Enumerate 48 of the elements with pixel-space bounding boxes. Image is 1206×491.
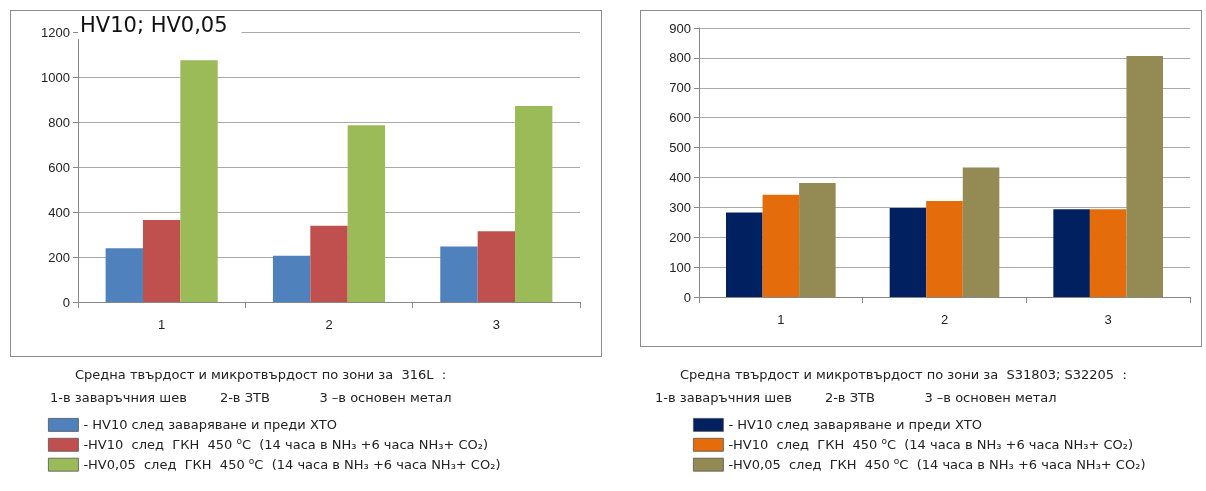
legend-label: - HV10 след заваряване и преди ХТО — [83, 417, 337, 433]
bar — [440, 246, 478, 302]
y-tick-label: 0 — [683, 289, 691, 305]
y-tick-label: 900 — [669, 20, 691, 36]
y-tick-label: 800 — [48, 114, 70, 130]
y-tick-label: 700 — [669, 80, 691, 96]
bar — [272, 255, 311, 302]
y-tick-label: 1000 — [41, 69, 70, 85]
bar — [926, 201, 963, 297]
y-tick-label: 200 — [48, 249, 70, 265]
y-tick-label: 300 — [669, 199, 691, 215]
chart-title: HV10; HV0,05 — [80, 12, 228, 37]
bar — [1089, 209, 1127, 297]
bar — [515, 106, 553, 302]
y-tick-label: 400 — [669, 169, 691, 185]
text: Средна твърдост и микротвърдост по зони за S31803; S32205 : — [680, 367, 1127, 382]
x-tick-label: 3 — [1104, 312, 1112, 327]
text: Средна твърдост и микротвърдост по зони за 316L : — [75, 367, 447, 382]
bar — [1053, 209, 1090, 297]
bar — [726, 212, 763, 297]
y-tick-label: 0 — [62, 294, 70, 310]
bar — [477, 231, 516, 302]
y-tick-label: 400 — [48, 204, 70, 220]
text: 1-в заваръчния шев 2-в ЗТВ 3 –в основен метал — [50, 390, 452, 405]
x-tick-label: 1 — [777, 312, 785, 327]
bar — [1126, 56, 1163, 297]
bar — [142, 219, 181, 302]
bar — [105, 248, 143, 302]
y-tick-label: 100 — [669, 259, 691, 275]
bar — [180, 60, 218, 302]
y-tick-label: 800 — [669, 50, 691, 66]
bar — [799, 183, 836, 297]
x-tick-label: 1 — [158, 317, 166, 332]
y-tick-label: 1200 — [41, 24, 70, 40]
bar — [962, 167, 1000, 297]
y-tick-label: 600 — [48, 159, 70, 175]
x-tick-label: 2 — [325, 317, 333, 332]
text: 1-в заваръчния шев 2-в ЗТВ 3 –в основен метал — [655, 390, 1057, 405]
bar — [347, 125, 386, 302]
x-tick-label: 3 — [492, 317, 500, 332]
bar — [310, 225, 348, 302]
y-tick-label: 200 — [669, 229, 691, 245]
legend-label: - HV10 след заваряване и преди ХТО — [728, 417, 982, 433]
y-tick-label: 600 — [669, 110, 691, 126]
bar — [762, 194, 800, 297]
y-tick-label: 500 — [669, 140, 691, 156]
x-tick-label: 2 — [940, 312, 949, 327]
bar — [889, 207, 927, 297]
